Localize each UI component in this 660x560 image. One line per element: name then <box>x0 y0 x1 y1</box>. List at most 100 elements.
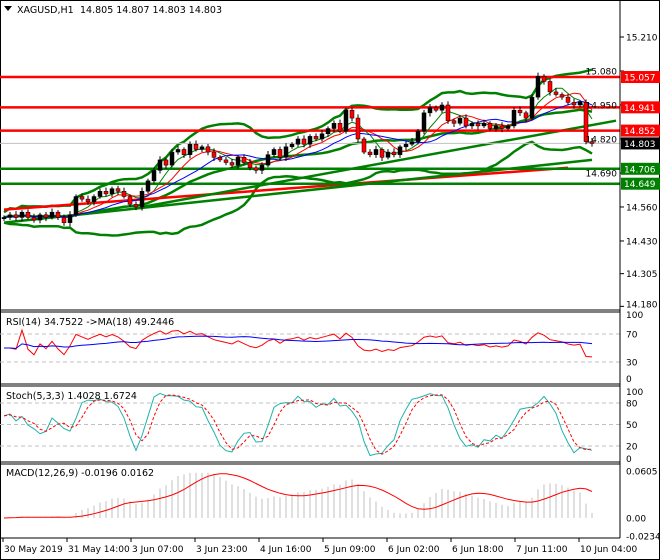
price-tick-label: 14.305 <box>626 270 658 280</box>
rsi-tick-label: 100 <box>626 311 643 321</box>
candle-body <box>553 91 559 95</box>
candle-body <box>307 136 313 145</box>
macd-signal-line <box>3 473 593 519</box>
candle-body <box>571 102 577 106</box>
current-price-tag <box>621 137 660 150</box>
stoch-tick-label: 50 <box>626 421 638 431</box>
candle-body <box>463 117 469 127</box>
candle-body <box>493 125 499 129</box>
candle-body <box>367 151 373 155</box>
candle-body <box>283 146 289 158</box>
candle-body <box>217 157 223 161</box>
candle-body <box>235 157 241 166</box>
candle-body <box>205 146 211 153</box>
candle-body <box>67 214 73 223</box>
support-price-tag <box>621 177 660 190</box>
time-tick-label: 10 Jun 04:00 <box>580 545 637 555</box>
candle-body <box>271 149 277 155</box>
macd-tick-label: 0.00 <box>626 515 646 525</box>
candle-body <box>301 138 307 145</box>
candle-body <box>445 104 451 121</box>
candle-body <box>139 191 145 208</box>
macd-panel[interactable] <box>3 472 593 519</box>
price-tick-label: 14.820 <box>586 135 618 145</box>
candle-body <box>79 196 85 200</box>
candle-body <box>109 188 115 195</box>
rsi-tick-label: 0 <box>626 375 632 385</box>
trendline <box>141 119 617 209</box>
candle-body <box>409 141 415 145</box>
price-tag-label: 14.706 <box>624 165 656 175</box>
rsi-panel[interactable] <box>0 328 620 363</box>
candle-body <box>391 151 397 155</box>
candle-body <box>475 123 481 127</box>
candle-body <box>163 159 169 166</box>
rsi-tick-label: 30 <box>626 359 638 369</box>
candle-body <box>559 94 565 98</box>
candle-body <box>97 191 103 197</box>
rsi-tick-label: 70 <box>626 331 638 341</box>
macd-tick-label: -0.0234 <box>626 533 660 543</box>
candle-body <box>457 117 463 124</box>
support-price-tag <box>621 162 660 175</box>
candle-body <box>121 191 127 197</box>
candle-body <box>55 211 61 218</box>
candle-body <box>421 112 427 132</box>
resistance-price-tag <box>621 124 660 137</box>
time-tick-label: 30 May 2019 <box>4 545 63 555</box>
stoch-panel[interactable] <box>0 392 620 457</box>
price-tag-label: 14.941 <box>624 104 656 114</box>
candle-body <box>223 159 229 163</box>
candle-body <box>73 196 79 216</box>
candle-body <box>523 112 529 119</box>
candle-body <box>343 109 349 132</box>
resistance-price-tag <box>621 71 660 84</box>
ma-slow-line <box>3 100 593 218</box>
symbol-label: XAGUSD,H1 <box>17 5 74 16</box>
candle-body <box>61 217 67 223</box>
macd-title: MACD(12,26,9) -0.0196 0.0162 <box>6 468 154 479</box>
candle-body <box>325 128 331 135</box>
price-tag-label: 14.852 <box>624 127 656 137</box>
rsi-title: RSI(14) 34.7522 ->MA(18) 49.2446 <box>6 317 174 328</box>
candle-body <box>481 123 487 127</box>
candle-body <box>247 162 253 169</box>
candle-body <box>49 211 55 218</box>
time-tick-label: 7 Jun 11:00 <box>516 545 568 555</box>
candle-body <box>355 117 361 140</box>
candle-body <box>19 211 25 218</box>
triangle-down-icon[interactable] <box>4 6 12 11</box>
candle-body <box>397 146 403 155</box>
price-panel[interactable] <box>0 68 620 237</box>
bollinger-upper <box>3 68 593 214</box>
candle-body <box>133 204 139 208</box>
candle-body <box>127 196 133 205</box>
candle-body <box>91 196 97 202</box>
candle-body <box>241 157 247 163</box>
candle-body <box>517 109 523 114</box>
trendline <box>3 166 569 211</box>
candle-body <box>253 167 259 171</box>
rsi-line <box>4 328 593 358</box>
candle-body <box>13 214 19 218</box>
candle-body <box>361 138 367 153</box>
candle-body <box>313 136 319 140</box>
candle-body <box>535 75 541 98</box>
candle-body <box>385 151 391 158</box>
candle-body <box>319 133 325 140</box>
price-tag-label: 15.057 <box>624 74 656 84</box>
candle-body <box>427 107 433 114</box>
candle-body <box>157 159 163 171</box>
candle-body <box>43 214 49 218</box>
candle-body <box>37 214 43 221</box>
price-tick-label: 14.430 <box>626 237 658 247</box>
candle-body <box>145 180 151 192</box>
ma-fast-line <box>3 87 593 218</box>
candle-body <box>7 214 13 218</box>
candle-body <box>505 125 511 129</box>
candle-body <box>175 149 181 153</box>
candle-body <box>187 143 193 155</box>
candle-body <box>259 164 265 171</box>
